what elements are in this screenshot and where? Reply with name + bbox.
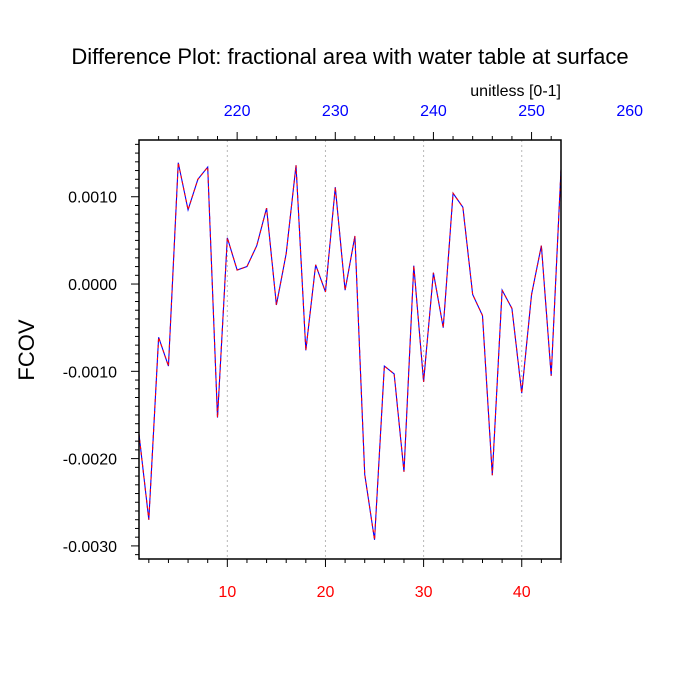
chart-title: Difference Plot: fractional area with wa… bbox=[71, 44, 628, 69]
y-axis-label: FCOV bbox=[14, 319, 39, 380]
y-tick-label: -0.0030 bbox=[63, 539, 117, 556]
top-tick-label: 240 bbox=[420, 103, 447, 120]
x-tick-label: 30 bbox=[415, 584, 433, 601]
top-tick-label: 230 bbox=[322, 103, 349, 120]
axis-ticks bbox=[131, 132, 562, 567]
y-tick-label: -0.0020 bbox=[63, 452, 117, 469]
grid-lines bbox=[226, 140, 523, 559]
y-tick-label: 0.0010 bbox=[68, 190, 117, 207]
series-line-secondary bbox=[138, 162, 562, 540]
top-tick-label: 250 bbox=[518, 103, 545, 120]
top-tick-label: 220 bbox=[224, 103, 251, 120]
x-tick-label: 20 bbox=[317, 584, 335, 601]
x-tick-label: 40 bbox=[513, 584, 531, 601]
plot-frame bbox=[138, 139, 562, 560]
x-tick-label: 10 bbox=[218, 584, 236, 601]
tick-labels: 10 20 30 40 220 230 240 250 260 0.0010 0.0000 -0.00… bbox=[63, 103, 643, 601]
data-series bbox=[138, 162, 562, 540]
series-line-primary bbox=[138, 162, 562, 540]
y-tick-label: 0.0000 bbox=[68, 277, 117, 294]
top-tick-label: 260 bbox=[616, 103, 643, 120]
y-tick-label: -0.0010 bbox=[63, 364, 117, 381]
units-label: unitless [0-1] bbox=[470, 83, 561, 100]
